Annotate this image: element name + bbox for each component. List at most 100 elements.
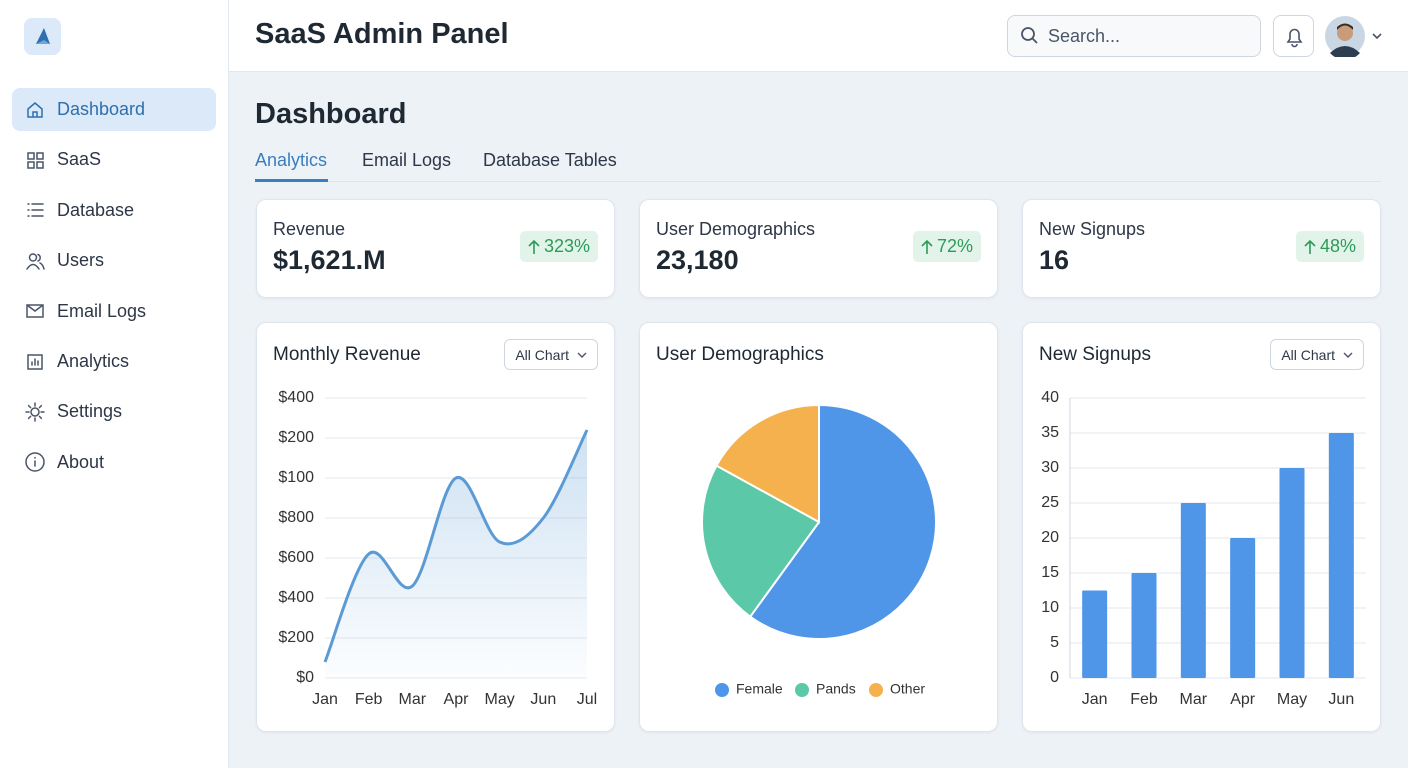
stat-label: Revenue	[273, 219, 346, 239]
chart-title: Monthly Revenue	[273, 344, 421, 365]
x-tick-label: Apr	[1230, 691, 1256, 708]
pie-slice	[715, 403, 820, 524]
notifications-button[interactable]	[1273, 15, 1314, 57]
bar	[1230, 538, 1256, 678]
x-tick-label: Mar	[1180, 691, 1208, 708]
nav-label: Analytics	[57, 351, 130, 371]
bar	[1328, 433, 1354, 678]
nav-item[interactable]: Email Logs	[12, 290, 216, 333]
legend-label: Pands	[816, 681, 856, 697]
legend-label: Other	[890, 681, 925, 697]
y-tick-label: 20	[1041, 529, 1059, 546]
chevron-shape	[1343, 352, 1353, 358]
y-tick-label: $400	[278, 589, 314, 606]
y-tick-label: 25	[1041, 494, 1059, 511]
app-title: SaaS Admin Panel	[255, 18, 509, 50]
nav-label: Email Logs	[57, 300, 147, 321]
x-tick-label: Feb	[1130, 691, 1158, 708]
chart-title: New Signups	[1039, 344, 1151, 365]
x-tick-label: Apr	[444, 691, 470, 708]
nav-item[interactable]: Settings	[12, 390, 216, 433]
x-tick-label: Jan	[312, 691, 338, 708]
nav-icon	[27, 353, 43, 370]
nav-item[interactable]: Database	[12, 189, 216, 232]
tab[interactable]: Database Tables	[483, 150, 617, 170]
y-tick-label: 30	[1041, 459, 1059, 476]
nav-item[interactable]: About	[12, 441, 216, 484]
x-tick-label: Mar	[399, 691, 427, 708]
chart-filter[interactable]: All Chart	[1270, 339, 1364, 370]
bar	[1082, 590, 1108, 678]
nav-icon-shape	[27, 353, 43, 370]
chevron	[577, 352, 587, 358]
stat-change-text: 72%	[936, 236, 973, 256]
tab[interactable]: Email Logs	[362, 150, 452, 170]
y-tick-label: 10	[1041, 599, 1059, 616]
y-tick-label: $600	[278, 549, 314, 566]
nav-label: About	[57, 451, 105, 472]
line	[323, 429, 589, 663]
nav-icon	[27, 203, 44, 218]
nav-item[interactable]: Analytics	[12, 340, 216, 383]
y-tick-label: 35	[1041, 424, 1059, 441]
legend-label: Female	[736, 681, 783, 697]
stat-change: 72%	[912, 231, 981, 262]
bar	[1279, 468, 1305, 678]
legend-swatch	[795, 683, 809, 697]
logo	[24, 18, 61, 55]
x-tick-label: Jun	[530, 691, 556, 708]
chart-card: Female Pands Other User Demographics	[639, 322, 998, 732]
chart: $0 $200 $400 $600 $800 $100 $200 $400 Jan Feb Mar A…	[278, 389, 597, 708]
chart-filter-label: All Chart	[515, 346, 569, 363]
tab[interactable]: Analytics	[255, 150, 328, 170]
up-arrow-shape	[1304, 239, 1316, 254]
y-tick-label: $0	[296, 669, 314, 686]
chart-card: 0 5 10 15 20 25 30 35 40 Jan Feb Mar Apr May Jun New Si…	[1022, 322, 1381, 732]
nav-label: Users	[57, 250, 105, 271]
stat-value: $1,621.M	[273, 245, 386, 275]
bell-icon	[1286, 28, 1303, 48]
y-tick-label: $400	[278, 389, 314, 406]
chart-title: User Demographics	[656, 344, 824, 365]
sidebar: Dashboard SaaS Database Users Email Logs Anal…	[0, 0, 229, 768]
chevron-shape	[577, 352, 587, 358]
x-tick-label: May	[485, 691, 515, 708]
y-tick-label: 40	[1041, 389, 1059, 406]
stat-label: New Signups	[1039, 219, 1146, 239]
nav-label: Settings	[57, 401, 123, 422]
x-tick-label: Jun	[1328, 691, 1354, 708]
bar	[1131, 573, 1157, 678]
y-tick-label: 15	[1041, 564, 1059, 581]
nav-item[interactable]: Dashboard	[12, 88, 216, 131]
up-arrow	[1304, 239, 1316, 254]
stat-label: User Demographics	[656, 219, 816, 239]
header: SaaS Admin Panel Search...	[229, 0, 1408, 72]
nav-item[interactable]: Users	[12, 239, 216, 282]
chart-card: $0 $200 $400 $600 $800 $100 $200 $400 Jan Feb Mar A…	[256, 322, 615, 732]
search-box[interactable]: Search...	[1007, 15, 1261, 57]
chevron	[1343, 352, 1353, 358]
bar	[1180, 503, 1206, 678]
page-title: Dashboard	[255, 98, 407, 130]
line-area	[325, 430, 587, 678]
up-arrow-shape	[528, 239, 540, 254]
nav-icon	[25, 452, 45, 473]
chart-filter[interactable]: All Chart	[504, 339, 598, 370]
nav-icon-shape	[26, 304, 44, 318]
tab-divider	[255, 181, 1381, 182]
legend-swatch	[715, 683, 729, 697]
search-icon	[1021, 27, 1038, 44]
x-tick-label: Jul	[577, 691, 597, 708]
legend-swatch	[869, 683, 883, 697]
nav-icon	[25, 402, 45, 422]
y-tick-label: $200	[278, 629, 314, 646]
search-placeholder: Search...	[1048, 25, 1121, 46]
avatar[interactable]	[1325, 15, 1385, 57]
y-tick-label: $100	[278, 469, 314, 486]
up-arrow-shape	[921, 239, 933, 254]
stat-change-text: 48%	[1319, 236, 1356, 256]
nav-item[interactable]: SaaS	[12, 138, 216, 181]
x-tick-label: Feb	[355, 691, 383, 708]
nav-icon	[26, 252, 45, 270]
pie-slice	[748, 403, 937, 640]
